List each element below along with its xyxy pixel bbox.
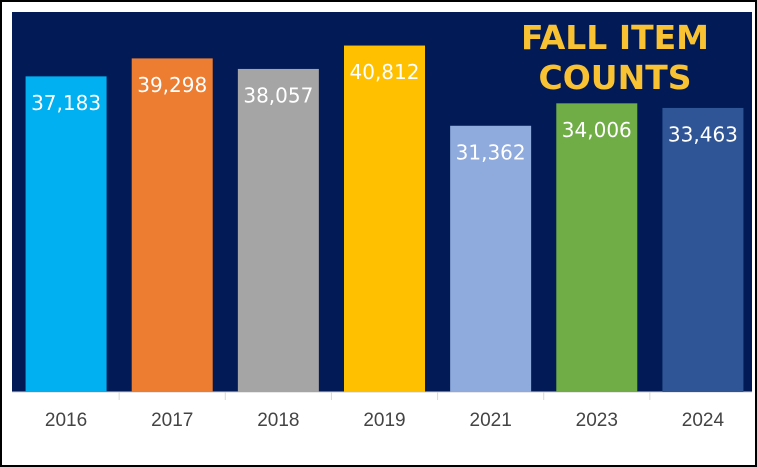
x-tick-label: 2021: [470, 410, 512, 431]
value-label: 39,298: [137, 73, 207, 97]
value-label: 33,463: [668, 122, 738, 146]
x-tick-label: 2018: [257, 410, 299, 431]
bar: [237, 68, 319, 392]
value-label: 31,362: [456, 140, 526, 164]
bar: [450, 125, 532, 392]
bar: [131, 58, 213, 392]
x-tick-label: 2023: [576, 410, 618, 431]
bar: [662, 107, 744, 392]
value-label: 34,006: [562, 118, 632, 142]
value-label: 37,183: [31, 91, 101, 115]
x-tick-label: 2019: [363, 410, 405, 431]
bar: [25, 76, 107, 393]
value-label: 40,812: [350, 60, 420, 84]
chart-title: FALL ITEM COUNTS: [520, 18, 709, 97]
bar: [344, 45, 425, 393]
x-tick-label: 2024: [682, 410, 725, 431]
x-tick-label: 2017: [151, 410, 193, 431]
x-tick-label: 2016: [45, 410, 87, 431]
value-label: 38,057: [243, 83, 313, 107]
bar: [556, 103, 638, 392]
